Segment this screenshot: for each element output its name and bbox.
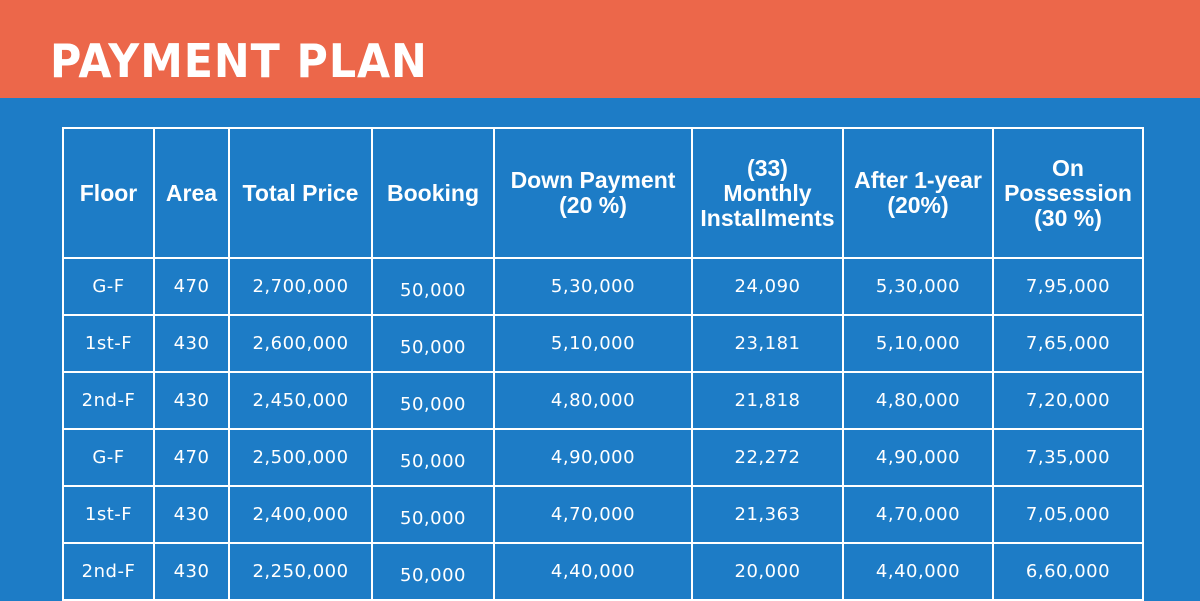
cell-after-1-year: 4,70,000 bbox=[842, 485, 994, 544]
cell-total-price: 2,600,000 bbox=[228, 314, 373, 373]
cell-monthly-installment: 21,363 bbox=[691, 485, 844, 544]
column-header-monthly-installments: (33) Monthly Installments bbox=[691, 127, 844, 259]
cell-area: 470 bbox=[153, 428, 230, 487]
cell-booking: 50,000 bbox=[371, 542, 495, 601]
cell-after-1-year: 4,80,000 bbox=[842, 371, 994, 430]
table-row: 2nd-F 430 2,450,000 50,000 4,80,000 21,8… bbox=[62, 371, 1144, 430]
column-header-after-1-year: After 1-year (20%) bbox=[842, 127, 994, 259]
cell-monthly-installment: 20,000 bbox=[691, 542, 844, 601]
cell-area: 430 bbox=[153, 485, 230, 544]
cell-total-price: 2,400,000 bbox=[228, 485, 373, 544]
title-banner: PAYMENT PLAN bbox=[0, 0, 1200, 98]
table-row: G-F 470 2,500,000 50,000 4,90,000 22,272… bbox=[62, 428, 1144, 487]
cell-total-price: 2,450,000 bbox=[228, 371, 373, 430]
cell-down-payment: 5,10,000 bbox=[493, 314, 693, 373]
cell-floor: G-F bbox=[62, 257, 155, 316]
table-row: G-F 470 2,700,000 50,000 5,30,000 24,090… bbox=[62, 257, 1144, 316]
cell-floor: 1st-F bbox=[62, 314, 155, 373]
cell-after-1-year: 4,40,000 bbox=[842, 542, 994, 601]
cell-total-price: 2,500,000 bbox=[228, 428, 373, 487]
payment-plan-table: Floor Area Total Price Booking Down Paym… bbox=[62, 127, 1144, 601]
column-header-booking: Booking bbox=[371, 127, 495, 259]
cell-floor: 1st-F bbox=[62, 485, 155, 544]
cell-down-payment: 4,70,000 bbox=[493, 485, 693, 544]
column-header-area: Area bbox=[153, 127, 230, 259]
cell-total-price: 2,700,000 bbox=[228, 257, 373, 316]
cell-booking: 50,000 bbox=[371, 257, 495, 316]
cell-floor: G-F bbox=[62, 428, 155, 487]
column-header-down-payment: Down Payment (20 %) bbox=[493, 127, 693, 259]
column-header-floor: Floor bbox=[62, 127, 155, 259]
cell-on-possession: 7,95,000 bbox=[992, 257, 1144, 316]
cell-monthly-installment: 22,272 bbox=[691, 428, 844, 487]
cell-monthly-installment: 21,818 bbox=[691, 371, 844, 430]
table-row: 2nd-F 430 2,250,000 50,000 4,40,000 20,0… bbox=[62, 542, 1144, 601]
cell-on-possession: 6,60,000 bbox=[992, 542, 1144, 601]
table-header-row: Floor Area Total Price Booking Down Paym… bbox=[62, 127, 1144, 259]
cell-area: 430 bbox=[153, 314, 230, 373]
cell-after-1-year: 5,30,000 bbox=[842, 257, 994, 316]
cell-on-possession: 7,65,000 bbox=[992, 314, 1144, 373]
cell-booking: 50,000 bbox=[371, 371, 495, 430]
column-header-total-price: Total Price bbox=[228, 127, 373, 259]
cell-after-1-year: 5,10,000 bbox=[842, 314, 994, 373]
cell-on-possession: 7,05,000 bbox=[992, 485, 1144, 544]
cell-area: 470 bbox=[153, 257, 230, 316]
cell-down-payment: 4,90,000 bbox=[493, 428, 693, 487]
cell-booking: 50,000 bbox=[371, 428, 495, 487]
table-row: 1st-F 430 2,600,000 50,000 5,10,000 23,1… bbox=[62, 314, 1144, 373]
cell-down-payment: 4,80,000 bbox=[493, 371, 693, 430]
cell-on-possession: 7,20,000 bbox=[992, 371, 1144, 430]
cell-area: 430 bbox=[153, 371, 230, 430]
cell-floor: 2nd-F bbox=[62, 371, 155, 430]
cell-down-payment: 4,40,000 bbox=[493, 542, 693, 601]
cell-after-1-year: 4,90,000 bbox=[842, 428, 994, 487]
table-row: 1st-F 430 2,400,000 50,000 4,70,000 21,3… bbox=[62, 485, 1144, 544]
page-title: PAYMENT PLAN bbox=[50, 34, 428, 88]
cell-floor: 2nd-F bbox=[62, 542, 155, 601]
column-header-on-possession: On Possession (30 %) bbox=[992, 127, 1144, 259]
cell-down-payment: 5,30,000 bbox=[493, 257, 693, 316]
cell-booking: 50,000 bbox=[371, 485, 495, 544]
cell-booking: 50,000 bbox=[371, 314, 495, 373]
cell-monthly-installment: 23,181 bbox=[691, 314, 844, 373]
cell-on-possession: 7,35,000 bbox=[992, 428, 1144, 487]
cell-total-price: 2,250,000 bbox=[228, 542, 373, 601]
cell-area: 430 bbox=[153, 542, 230, 601]
cell-monthly-installment: 24,090 bbox=[691, 257, 844, 316]
